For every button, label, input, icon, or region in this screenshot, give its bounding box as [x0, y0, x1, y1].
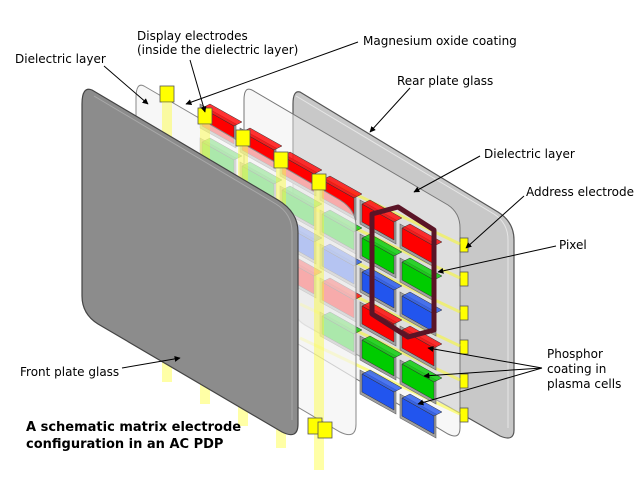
label-phosphor-1: Phosphor [547, 347, 603, 361]
phosphor-cell-top [361, 369, 403, 393]
label-dielectric-front: Dielectric layer [15, 52, 106, 66]
leader-phosphor-1 [427, 345, 543, 369]
display-electrode-tab [273, 151, 289, 169]
label-address-electrode: Address electrode [526, 185, 635, 199]
phosphor-cell-top [321, 175, 363, 199]
label-phosphor-3: plasma cells [547, 377, 622, 391]
caption-line-2: configuration in an AC PDP [26, 437, 224, 452]
address-electrode-tab [459, 339, 469, 355]
address-electrode-tab [459, 407, 469, 423]
leader-phosphor-2 [423, 367, 543, 379]
leader-address-electrode [465, 195, 525, 249]
display-electrode-bottom-tab [317, 421, 333, 439]
display-electrode-tab [235, 129, 251, 147]
label-dielectric-rear: Dielectric layer [484, 147, 575, 161]
display-electrode-tab [311, 173, 327, 191]
label-display-electrodes-2: (inside the dielectric layer) [137, 43, 299, 57]
leader-display-electrodes [189, 59, 207, 113]
phosphor-cell-top [401, 359, 443, 383]
leader-magnesium-oxide [185, 41, 359, 105]
diagram-caption: A schematic matrix electrode configurati… [26, 419, 241, 453]
display-electrode-tab [159, 85, 175, 103]
leader-pixel [437, 245, 557, 274]
phosphor-cell-top [241, 127, 283, 151]
display-electrode-strip [314, 190, 324, 470]
label-front-plate: Front plate glass [20, 365, 120, 379]
label-phosphor-2: coating in [547, 362, 607, 376]
label-display-electrodes-1: Display electrodes [137, 29, 248, 43]
front-plate-glass [81, 88, 299, 436]
address-electrode-tab [459, 373, 469, 389]
label-rear-plate: Rear plate glass [397, 74, 494, 88]
address-electrode-tab [459, 271, 469, 287]
pixel-outline [369, 204, 437, 340]
address-electrode-tab [459, 237, 469, 253]
leader-dielectric-front [103, 65, 149, 105]
leader-phosphor-3 [417, 367, 543, 406]
caption-line-1: A schematic matrix electrode [26, 420, 242, 435]
label-pixel: Pixel [559, 238, 587, 252]
leader-dielectric-rear [413, 155, 481, 193]
leader-rear-plate [369, 87, 411, 133]
label-magnesium-oxide: Magnesium oxide coating [363, 34, 517, 48]
address-electrode-tab [459, 305, 469, 321]
leader-lines [103, 41, 557, 406]
phosphor-cell-top [361, 335, 403, 359]
phosphor-cell-top [401, 325, 443, 349]
leader-front-plate [121, 355, 181, 369]
